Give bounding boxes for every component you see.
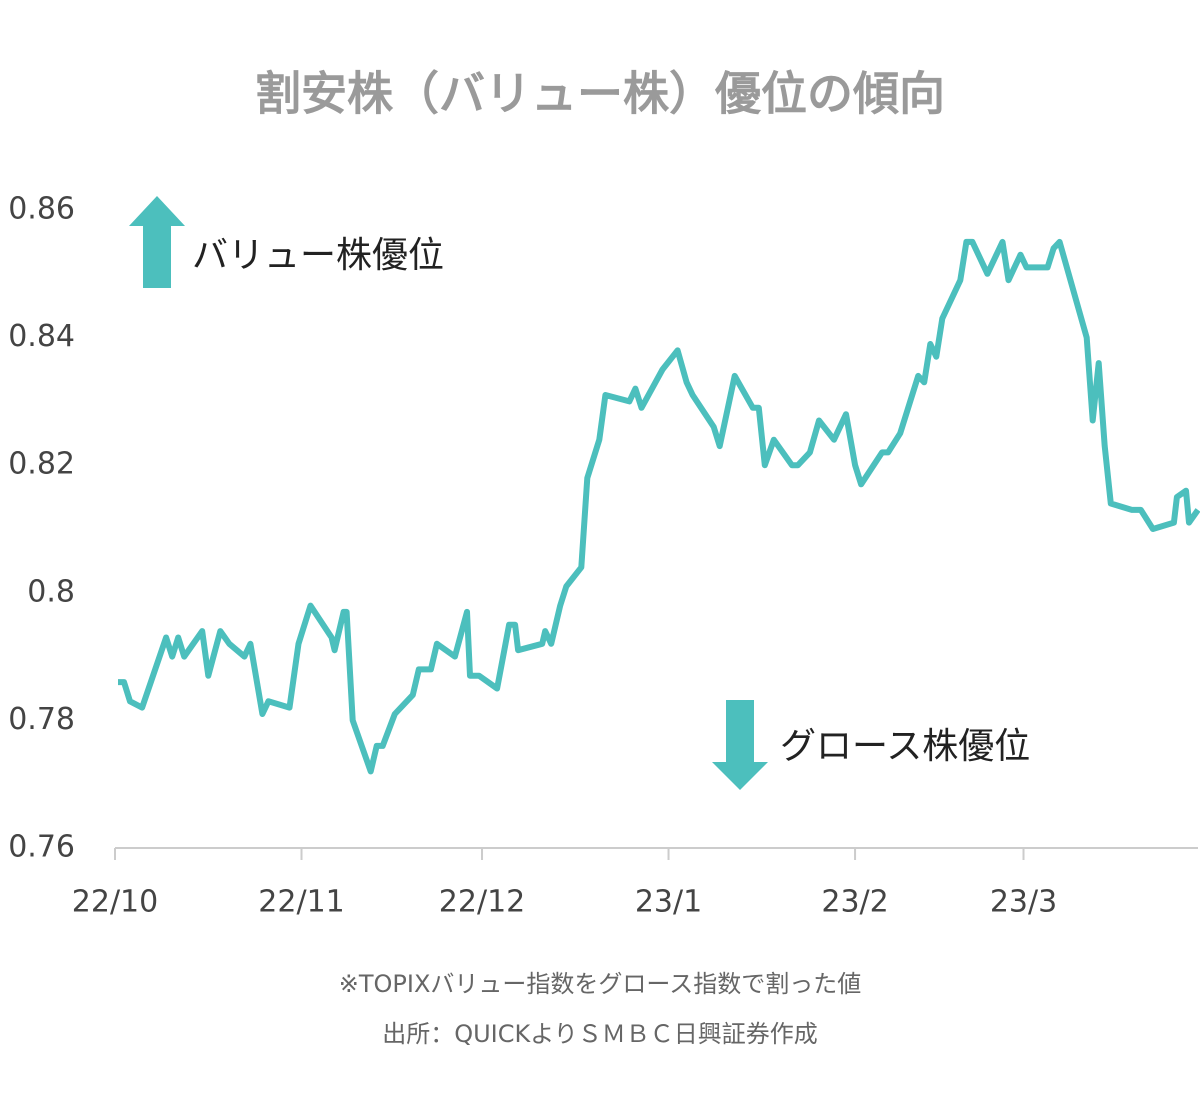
y-tick-label: 0.86 [8,192,75,227]
y-tick-label: 0.76 [8,830,75,865]
source: 出所：QUICKよりＳＭＢＣ日興証券作成 [382,1020,818,1048]
chart-title: 割安株（バリュー株）優位の傾向 [255,67,945,121]
y-tick-label: 0.8 [27,574,75,609]
y-tick-label: 0.84 [8,319,75,354]
y-tick-label: 0.78 [8,702,75,737]
annotation: バリュー株優位 [192,235,444,276]
note: ※TOPIXバリュー指数をグロース指数で割った値 [339,970,861,998]
x-tick-label: 23/1 [635,885,702,920]
x-tick-label: 22/11 [258,885,344,920]
x-tick-label: 23/3 [990,885,1057,920]
y-tick-label: 0.82 [8,447,75,482]
data-line [118,238,1200,775]
x-tick-label: 22/12 [439,885,525,920]
x-tick-label: 23/2 [821,885,888,920]
annotation: グロース株優位 [780,726,1030,767]
x-tick-label: 22/10 [72,885,158,920]
down-arrow [712,700,768,790]
up-arrow [129,196,185,288]
